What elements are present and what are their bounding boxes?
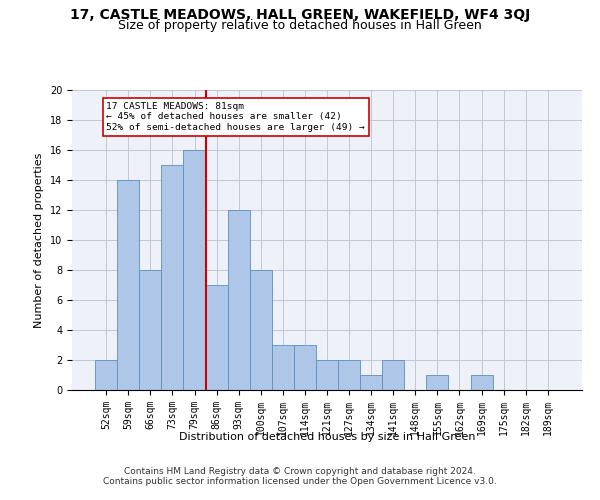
Bar bbox=[338, 360, 360, 390]
Y-axis label: Number of detached properties: Number of detached properties bbox=[34, 152, 44, 328]
Bar bbox=[360, 375, 382, 390]
Bar bbox=[117, 180, 139, 390]
Bar bbox=[294, 345, 316, 390]
Bar bbox=[382, 360, 404, 390]
Bar bbox=[206, 285, 227, 390]
Bar bbox=[227, 210, 250, 390]
Bar bbox=[95, 360, 117, 390]
Bar bbox=[139, 270, 161, 390]
Text: Contains HM Land Registry data © Crown copyright and database right 2024.: Contains HM Land Registry data © Crown c… bbox=[124, 467, 476, 476]
Text: 17, CASTLE MEADOWS, HALL GREEN, WAKEFIELD, WF4 3QJ: 17, CASTLE MEADOWS, HALL GREEN, WAKEFIEL… bbox=[70, 8, 530, 22]
Bar bbox=[161, 165, 184, 390]
Bar bbox=[316, 360, 338, 390]
Bar bbox=[272, 345, 294, 390]
Text: 17 CASTLE MEADOWS: 81sqm
← 45% of detached houses are smaller (42)
52% of semi-d: 17 CASTLE MEADOWS: 81sqm ← 45% of detach… bbox=[106, 102, 365, 132]
Bar bbox=[250, 270, 272, 390]
Bar bbox=[470, 375, 493, 390]
Text: Contains public sector information licensed under the Open Government Licence v3: Contains public sector information licen… bbox=[103, 477, 497, 486]
Bar bbox=[427, 375, 448, 390]
Text: Size of property relative to detached houses in Hall Green: Size of property relative to detached ho… bbox=[118, 19, 482, 32]
Text: Distribution of detached houses by size in Hall Green: Distribution of detached houses by size … bbox=[179, 432, 475, 442]
Bar bbox=[184, 150, 206, 390]
